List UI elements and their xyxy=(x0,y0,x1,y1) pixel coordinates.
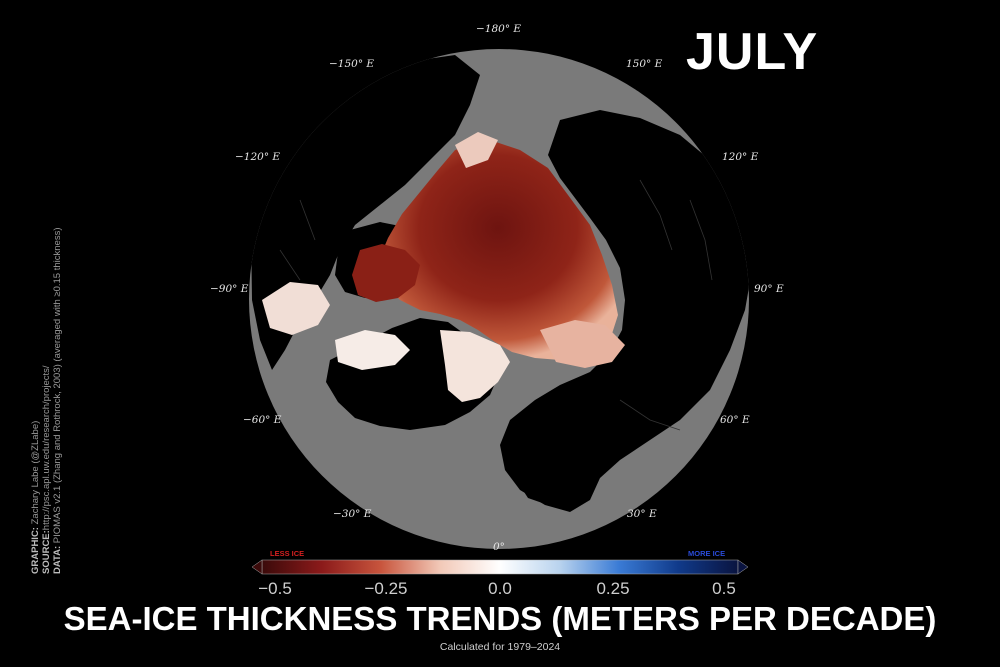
sea-ice-channels xyxy=(352,244,420,302)
chart-subtitle: Calculated for 1979–2024 xyxy=(439,641,561,653)
colorbar-tick-minus-0-25: −0.25 xyxy=(364,579,408,598)
credits-data-label: DATA: xyxy=(52,545,63,574)
land-scandinavia xyxy=(515,430,590,505)
credits-data-value: PIOMAS v2.1 (Zhang and Rothrock, 2003) (… xyxy=(52,227,63,544)
lon-label-minus-90: −90° E xyxy=(210,283,249,295)
credits-graphic-label: GRAPHIC: xyxy=(30,527,41,574)
lon-label-minus-150: −150° E xyxy=(329,58,375,70)
colorbar-gradient xyxy=(261,559,739,575)
lon-label-30: 30° E xyxy=(627,508,657,520)
colorbar-tick-0-25: 0.25 xyxy=(596,579,630,598)
colorbar-more-ice-label: MORE ICE xyxy=(688,549,726,558)
credits-source-value: http://psc.apl.uw.edu/research/projects/ xyxy=(41,365,52,531)
lon-label-150: 150° E xyxy=(626,58,663,70)
chart-title: SEA-ICE THICKNESS TRENDS (METERS PER DEC… xyxy=(63,600,937,637)
sea-ice-fringe-barents xyxy=(540,320,625,368)
sea-ice-fringe-beaufort xyxy=(455,132,498,168)
river-lines xyxy=(279,179,713,431)
colorbar-tick-0: 0.0 xyxy=(488,579,512,598)
lon-label-90: 90° E xyxy=(754,283,784,295)
colorbar-less-ice-label: LESS ICE xyxy=(270,549,305,558)
colorbar xyxy=(251,559,749,575)
colorbar-max-extension xyxy=(737,559,749,575)
sea-ice-fringe-hudson xyxy=(335,330,410,370)
colorbar-tick-0-5: 0.5 xyxy=(712,579,736,598)
land-eurasia xyxy=(500,110,749,512)
month-label: JULY xyxy=(686,23,819,81)
sea-ice-fringe-greenland-east xyxy=(440,330,510,402)
colorbar-min-extension xyxy=(251,559,263,575)
lon-label-minus-120: −120° E xyxy=(235,151,281,163)
lon-label-minus-30: −30° E xyxy=(333,508,372,520)
credits-source-label: SOURCE: xyxy=(41,530,52,574)
lon-label-60: 60° E xyxy=(720,414,750,426)
lon-label-minus-180: −180° E xyxy=(476,23,522,35)
lon-label-minus-60: −60° E xyxy=(243,414,282,426)
lon-label-120: 120° E xyxy=(722,151,759,163)
colorbar-tick-minus-0-5: −0.5 xyxy=(258,579,292,598)
credits-block: GRAPHIC: Zachary Labe (@ZLabe) SOURCE:ht… xyxy=(30,204,63,575)
sea-ice-trend-field xyxy=(378,140,618,360)
credits-graphic-value: Zachary Labe (@ZLabe) xyxy=(30,420,41,525)
sea-ice-fringe-baffin xyxy=(262,282,330,335)
lon-label-0: 0° xyxy=(493,541,505,553)
